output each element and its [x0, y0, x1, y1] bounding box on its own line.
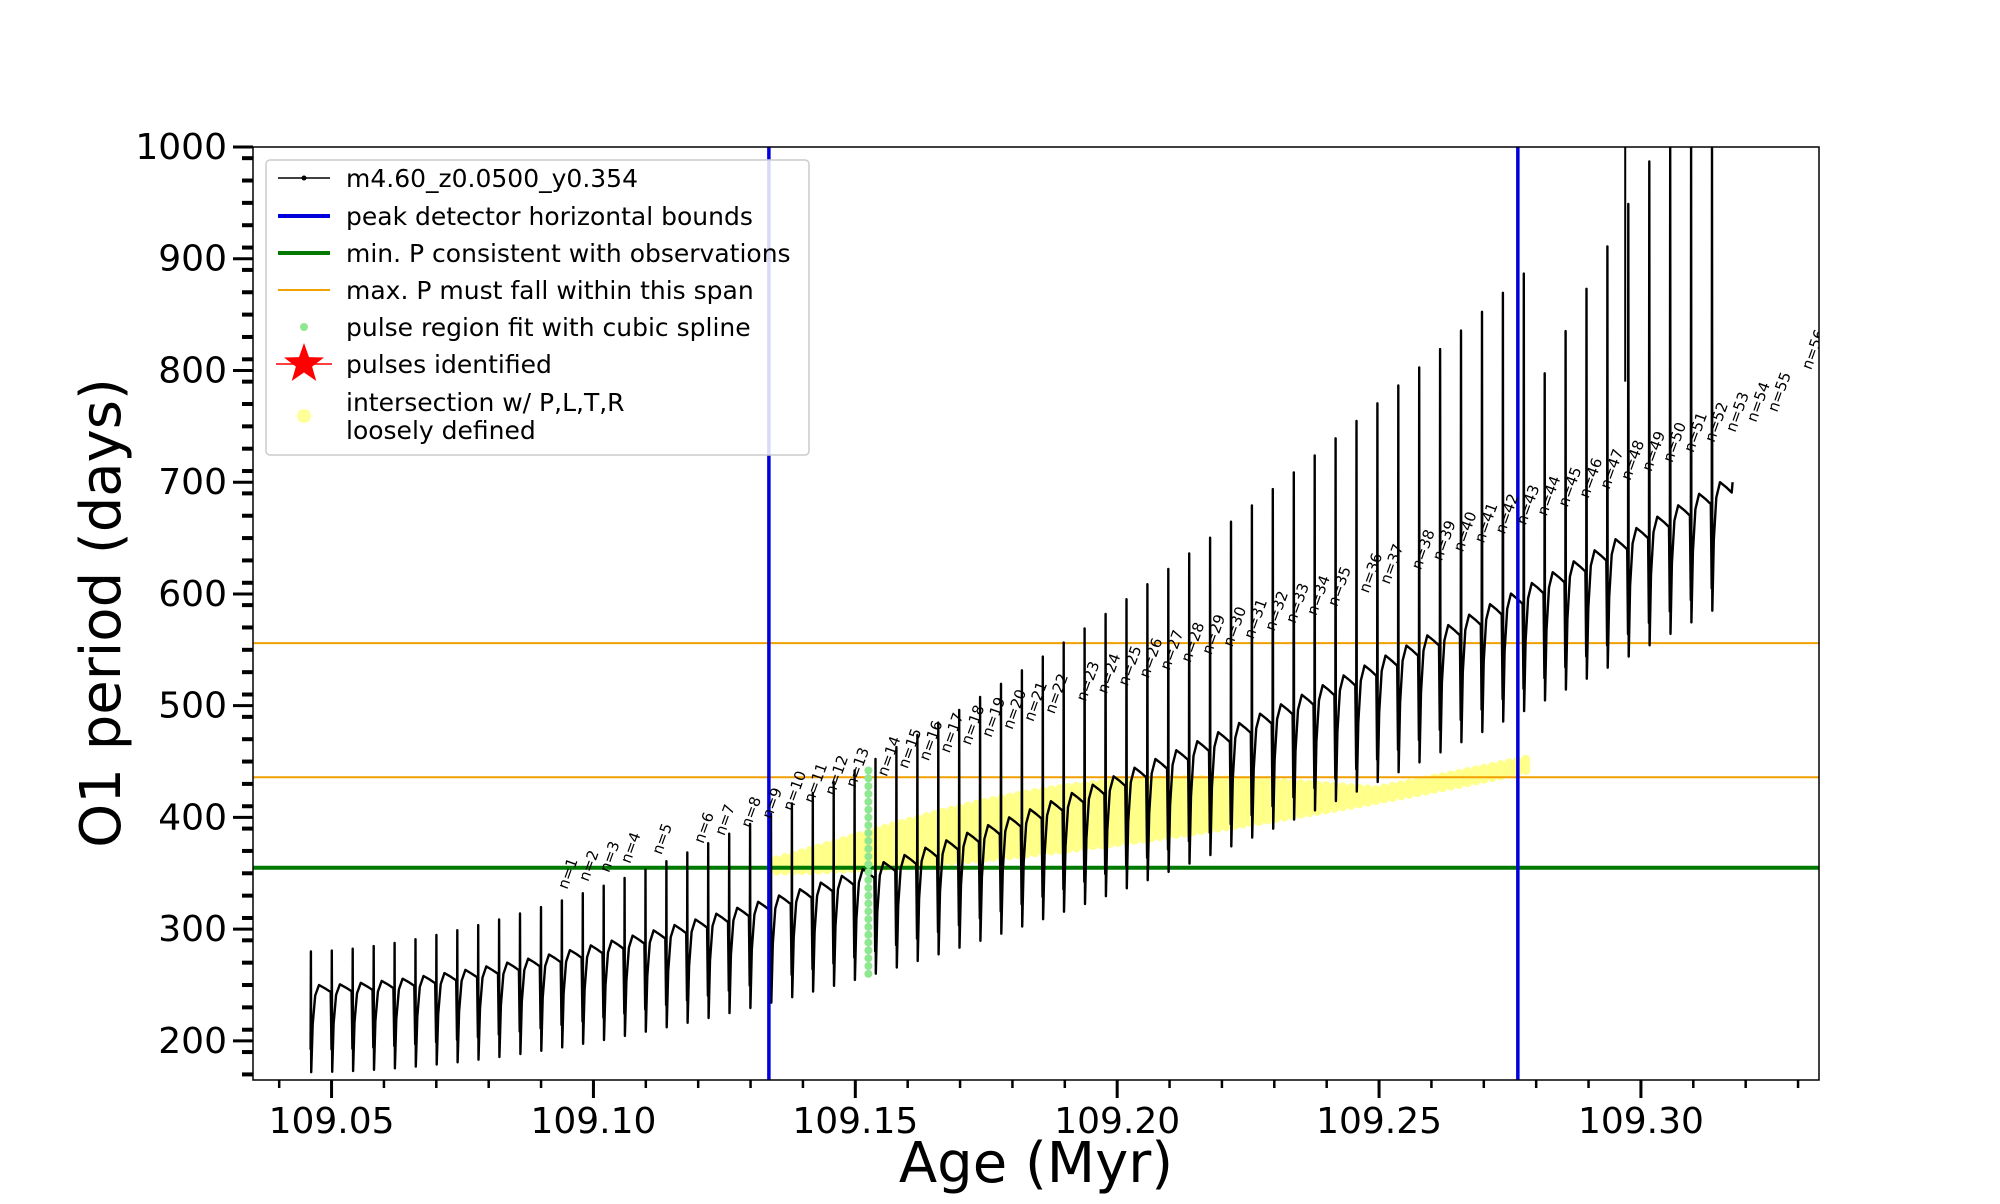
spline-point: [864, 891, 873, 900]
legend-item: m4.60_z0.0500_y0.354: [278, 164, 638, 193]
spline-point: [864, 938, 873, 947]
axes-group: 109.05 109.10 109.15 109.20 109.25 109.30 200 3…: [135, 127, 1800, 1142]
y-tick-label: 300: [158, 909, 227, 950]
x-tick-label: 109.15: [792, 1101, 918, 1142]
spline-point: [864, 860, 873, 869]
x-tick-label: 109.05: [269, 1101, 395, 1142]
legend-item: max. P must fall within this span: [278, 276, 754, 305]
spline-point: [864, 946, 873, 955]
legend-item: min. P consistent with observations: [278, 239, 791, 268]
legend-label: peak detector horizontal bounds: [346, 202, 753, 231]
spline-point: [864, 852, 873, 861]
legend-handle-marker: [301, 175, 307, 181]
legend-label: pulse region fit with cubic spline: [346, 313, 751, 342]
spline-point: [864, 813, 873, 822]
legend-handle-dot: [297, 409, 311, 423]
series-group: [309, 147, 1734, 1074]
spline-point: [864, 907, 873, 916]
x-tick-label: 109.30: [1578, 1101, 1704, 1142]
spline-point: [864, 962, 873, 971]
series-line: [309, 147, 1734, 1074]
spline-point: [864, 899, 873, 908]
spline-point: [864, 829, 873, 838]
spline-point: [864, 782, 873, 791]
spline-point: [864, 915, 873, 924]
y-tick-label: 400: [158, 797, 227, 838]
spline-point: [864, 930, 873, 939]
spline-point: [864, 922, 873, 931]
y-tick-label: 800: [158, 350, 227, 391]
legend-label: m4.60_z0.0500_y0.354: [346, 164, 638, 193]
x-tick-label: 109.25: [1316, 1101, 1442, 1142]
legend-item: pulse region fit with cubic spline: [300, 313, 751, 342]
spline-point: [864, 821, 873, 830]
spline-point: [864, 954, 873, 963]
legend-label: min. P consistent with observations: [346, 239, 791, 268]
y-tick-label: 700: [158, 462, 227, 503]
spline-point: [864, 969, 873, 978]
y-axis-label: O1 period (days): [69, 378, 134, 848]
spline-point: [864, 868, 873, 877]
y-tick-label: 200: [158, 1021, 227, 1062]
spline-point: [864, 789, 873, 798]
horizontal-lines-group: [253, 642, 1819, 870]
legend-label: pulses identified: [346, 350, 552, 379]
spline-point: [864, 875, 873, 884]
x-axis-label: Age (Myr): [899, 1131, 1173, 1196]
y-tick-label: 500: [158, 686, 227, 727]
plot-frame: [252, 146, 1820, 1081]
legend-frame: [265, 159, 810, 456]
legend-handle-star-icon: [284, 343, 324, 381]
y-tick-label: 900: [158, 239, 227, 280]
y-tick-label: 600: [158, 574, 227, 615]
spline-point: [864, 836, 873, 845]
spline-point: [864, 766, 873, 775]
spline-points-group: [864, 766, 873, 978]
spline-point: [864, 797, 873, 806]
legend-item: peak detector horizontal bounds: [278, 202, 753, 231]
legend-item: pulses identified: [276, 343, 552, 381]
legend-label: loosely defined: [346, 416, 536, 445]
legend-handle-dot: [300, 323, 308, 331]
x-tick-label: 109.20: [1054, 1101, 1180, 1142]
y-tick-label: 1000: [135, 127, 227, 168]
x-tick-label: 109.10: [530, 1101, 656, 1142]
spline-point: [864, 774, 873, 783]
legend-label: intersection w/ P,L,T,R: [346, 388, 625, 417]
legend-label: max. P must fall within this span: [346, 276, 754, 305]
spline-point: [864, 805, 873, 814]
spline-point: [864, 883, 873, 892]
spline-point: [864, 844, 873, 853]
